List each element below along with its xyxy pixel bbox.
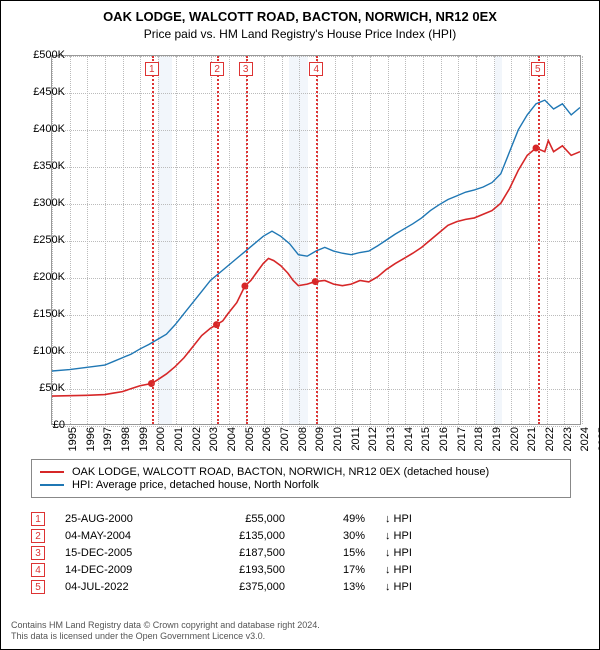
x-axis-label: 2023 [562,427,574,451]
y-axis-label: £200K [33,271,65,283]
tx-number-box: 2 [31,529,45,543]
tx-direction: ↓ HPI [385,513,425,525]
x-axis-label: 2001 [173,427,185,451]
sale-marker-box: 3 [239,62,253,76]
x-axis-label: 2007 [279,427,291,451]
sale-marker-box: 4 [309,62,323,76]
tx-number-box: 5 [31,580,45,594]
y-axis-label: £100K [33,345,65,357]
sale-marker-box: 1 [145,62,159,76]
y-axis-label: £350K [33,160,65,172]
tx-price: £187,500 [195,547,285,559]
y-axis-label: £150K [33,308,65,320]
title-block: OAK LODGE, WALCOTT ROAD, BACTON, NORWICH… [1,1,599,45]
legend-label: OAK LODGE, WALCOTT ROAD, BACTON, NORWICH… [72,466,489,478]
tx-number-box: 4 [31,563,45,577]
x-axis-label: 1996 [85,427,97,451]
tx-date: 04-MAY-2004 [65,530,175,542]
tx-direction: ↓ HPI [385,547,425,559]
x-axis-label: 2024 [580,427,592,451]
sale-marker-line [316,56,318,424]
x-axis-label: 1997 [103,427,115,451]
x-axis-label: 2013 [385,427,397,451]
x-axis-label: 2020 [509,427,521,451]
tx-price: £375,000 [195,581,285,593]
transaction-row: 2 04-MAY-2004 £135,000 30% ↓ HPI [31,529,571,543]
tx-date: 25-AUG-2000 [65,513,175,525]
tx-date: 14-DEC-2009 [65,564,175,576]
footer-line: Contains HM Land Registry data © Crown c… [11,620,589,632]
x-axis-label: 2017 [456,427,468,451]
x-axis-label: 2000 [156,427,168,451]
x-axis-label: 2010 [332,427,344,451]
transaction-row: 4 14-DEC-2009 £193,500 17% ↓ HPI [31,563,571,577]
x-axis-label: 1998 [120,427,132,451]
x-axis-label: 2002 [191,427,203,451]
plot-area: 1 2 3 4 5 [51,55,581,425]
legend-row: HPI: Average price, detached house, Nort… [40,479,562,491]
y-axis-label: £400K [33,123,65,135]
sale-marker-line [152,56,154,424]
tx-diff: 15% [305,547,365,559]
y-axis-label: £0 [53,419,65,431]
x-axis-label: 2006 [262,427,274,451]
tx-date: 04-JUL-2022 [65,581,175,593]
y-axis-label: £50K [39,382,65,394]
x-axis-label: 2005 [244,427,256,451]
y-axis-label: £300K [33,197,65,209]
legend-label: HPI: Average price, detached house, Nort… [72,479,319,491]
legend-swatch-price [40,471,64,473]
tx-direction: ↓ HPI [385,581,425,593]
y-axis-label: £500K [33,49,65,61]
y-axis-label: £250K [33,234,65,246]
transaction-row: 3 15-DEC-2005 £187,500 15% ↓ HPI [31,546,571,560]
chart-subtitle: Price paid vs. HM Land Registry's House … [1,27,599,41]
x-axis-label: 2019 [491,427,503,451]
x-axis-label: 2022 [544,427,556,451]
x-axis-label: 2016 [438,427,450,451]
x-axis-label: 1999 [138,427,150,451]
tx-diff: 49% [305,513,365,525]
x-axis-label: 2011 [349,427,361,451]
transaction-row: 5 04-JUL-2022 £375,000 13% ↓ HPI [31,580,571,594]
tx-diff: 17% [305,564,365,576]
x-axis-label: 2012 [368,427,380,451]
x-axis-label: 1995 [67,427,79,451]
x-axis-label: 2021 [527,427,539,451]
x-axis-label: 2008 [297,427,309,451]
tx-number-box: 3 [31,546,45,560]
sale-marker-line [246,56,248,424]
sale-marker-line [217,56,219,424]
y-axis-label: £450K [33,86,65,98]
x-axis-label: 2009 [315,427,327,451]
tx-number-box: 1 [31,512,45,526]
transaction-row: 1 25-AUG-2000 £55,000 49% ↓ HPI [31,512,571,526]
tx-diff: 13% [305,581,365,593]
tx-price: £135,000 [195,530,285,542]
legend-row: OAK LODGE, WALCOTT ROAD, BACTON, NORWICH… [40,466,562,478]
legend-box: OAK LODGE, WALCOTT ROAD, BACTON, NORWICH… [31,459,571,498]
sale-marker-line [538,56,540,424]
footer-line: This data is licensed under the Open Gov… [11,631,589,643]
transactions-table: 1 25-AUG-2000 £55,000 49% ↓ HPI 2 04-MAY-2004 £… [31,509,571,597]
tx-price: £193,500 [195,564,285,576]
x-axis-label: 2004 [226,427,238,451]
chart-title: OAK LODGE, WALCOTT ROAD, BACTON, NORWICH… [1,9,599,24]
legend-swatch-hpi [40,484,64,486]
x-axis-label: 2018 [474,427,486,451]
gridline-v [582,56,583,424]
x-axis-label: 2014 [403,427,415,451]
sale-marker-box: 2 [210,62,224,76]
footer-text: Contains HM Land Registry data © Crown c… [11,620,589,643]
tx-direction: ↓ HPI [385,530,425,542]
x-axis-label: 2015 [421,427,433,451]
tx-price: £55,000 [195,513,285,525]
sale-marker-box: 5 [531,62,545,76]
tx-diff: 30% [305,530,365,542]
x-axis-label: 2003 [209,427,221,451]
chart-container: OAK LODGE, WALCOTT ROAD, BACTON, NORWICH… [0,0,600,650]
tx-direction: ↓ HPI [385,564,425,576]
tx-date: 15-DEC-2005 [65,547,175,559]
